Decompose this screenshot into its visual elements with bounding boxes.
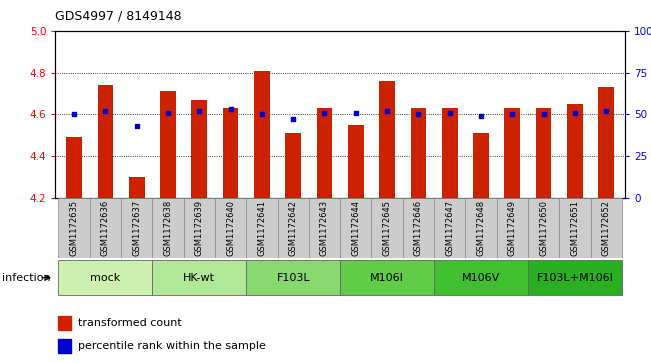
Point bbox=[351, 110, 361, 115]
FancyBboxPatch shape bbox=[434, 198, 465, 258]
Point bbox=[132, 123, 142, 129]
Point bbox=[225, 106, 236, 112]
Text: GSM1172635: GSM1172635 bbox=[70, 200, 79, 256]
Bar bbox=[58, 339, 71, 353]
FancyBboxPatch shape bbox=[152, 198, 184, 258]
Text: GSM1172648: GSM1172648 bbox=[477, 200, 486, 256]
FancyBboxPatch shape bbox=[152, 260, 246, 295]
Text: GSM1172638: GSM1172638 bbox=[163, 200, 173, 256]
FancyBboxPatch shape bbox=[277, 198, 309, 258]
FancyBboxPatch shape bbox=[403, 198, 434, 258]
Text: GSM1172642: GSM1172642 bbox=[288, 200, 298, 256]
Text: GSM1172649: GSM1172649 bbox=[508, 200, 517, 256]
FancyBboxPatch shape bbox=[340, 198, 372, 258]
Text: F103L: F103L bbox=[277, 273, 310, 283]
Bar bbox=[348, 125, 364, 198]
Point bbox=[570, 110, 580, 115]
FancyBboxPatch shape bbox=[59, 260, 152, 295]
FancyBboxPatch shape bbox=[528, 198, 559, 258]
Text: GSM1172650: GSM1172650 bbox=[539, 200, 548, 256]
Bar bbox=[66, 137, 82, 198]
Text: GSM1172641: GSM1172641 bbox=[257, 200, 266, 256]
Point bbox=[256, 111, 267, 117]
Text: percentile rank within the sample: percentile rank within the sample bbox=[78, 341, 266, 351]
Text: transformed count: transformed count bbox=[78, 318, 182, 328]
Text: GSM1172645: GSM1172645 bbox=[383, 200, 392, 256]
Point bbox=[319, 110, 329, 115]
Text: GSM1172637: GSM1172637 bbox=[132, 200, 141, 256]
Text: GSM1172646: GSM1172646 bbox=[414, 200, 423, 256]
Bar bbox=[473, 133, 489, 198]
Bar bbox=[254, 70, 270, 198]
FancyBboxPatch shape bbox=[340, 260, 434, 295]
Text: F103L+M106I: F103L+M106I bbox=[536, 273, 613, 283]
Point bbox=[288, 117, 298, 122]
Text: GSM1172651: GSM1172651 bbox=[570, 200, 579, 256]
Point bbox=[413, 111, 424, 117]
Text: HK-wt: HK-wt bbox=[184, 273, 215, 283]
Point bbox=[163, 110, 173, 115]
FancyBboxPatch shape bbox=[559, 198, 590, 258]
Bar bbox=[442, 108, 458, 198]
Point bbox=[69, 111, 79, 117]
Text: GSM1172639: GSM1172639 bbox=[195, 200, 204, 256]
FancyBboxPatch shape bbox=[590, 198, 622, 258]
Bar bbox=[285, 133, 301, 198]
Text: mock: mock bbox=[90, 273, 120, 283]
Bar bbox=[58, 316, 71, 330]
Point bbox=[382, 108, 393, 114]
Bar bbox=[223, 108, 238, 198]
FancyBboxPatch shape bbox=[372, 198, 403, 258]
Text: GSM1172644: GSM1172644 bbox=[352, 200, 360, 256]
Bar bbox=[536, 108, 551, 198]
Bar bbox=[129, 177, 145, 198]
Point bbox=[507, 111, 518, 117]
FancyBboxPatch shape bbox=[215, 198, 246, 258]
Bar bbox=[505, 108, 520, 198]
Bar bbox=[191, 100, 207, 198]
Bar bbox=[98, 85, 113, 198]
Text: GSM1172636: GSM1172636 bbox=[101, 200, 110, 256]
Bar bbox=[411, 108, 426, 198]
Point bbox=[538, 111, 549, 117]
FancyBboxPatch shape bbox=[497, 198, 528, 258]
Point bbox=[100, 108, 111, 114]
Bar bbox=[598, 87, 614, 198]
Text: M106I: M106I bbox=[370, 273, 404, 283]
Text: GSM1172640: GSM1172640 bbox=[226, 200, 235, 256]
Point bbox=[445, 110, 455, 115]
Bar bbox=[160, 91, 176, 198]
Bar bbox=[567, 104, 583, 198]
FancyBboxPatch shape bbox=[184, 198, 215, 258]
Text: M106V: M106V bbox=[462, 273, 500, 283]
FancyBboxPatch shape bbox=[465, 198, 497, 258]
Text: infection: infection bbox=[2, 273, 51, 283]
Point bbox=[601, 108, 611, 114]
Bar bbox=[380, 81, 395, 198]
Text: GSM1172652: GSM1172652 bbox=[602, 200, 611, 256]
Point bbox=[476, 113, 486, 119]
FancyBboxPatch shape bbox=[309, 198, 340, 258]
Text: GSM1172647: GSM1172647 bbox=[445, 200, 454, 256]
FancyBboxPatch shape bbox=[59, 198, 90, 258]
FancyBboxPatch shape bbox=[246, 198, 277, 258]
FancyBboxPatch shape bbox=[434, 260, 528, 295]
FancyBboxPatch shape bbox=[121, 198, 152, 258]
FancyBboxPatch shape bbox=[246, 260, 340, 295]
FancyBboxPatch shape bbox=[90, 198, 121, 258]
Bar bbox=[316, 108, 332, 198]
Point bbox=[194, 108, 204, 114]
Text: GSM1172643: GSM1172643 bbox=[320, 200, 329, 256]
FancyBboxPatch shape bbox=[528, 260, 622, 295]
Text: GDS4997 / 8149148: GDS4997 / 8149148 bbox=[55, 9, 182, 22]
